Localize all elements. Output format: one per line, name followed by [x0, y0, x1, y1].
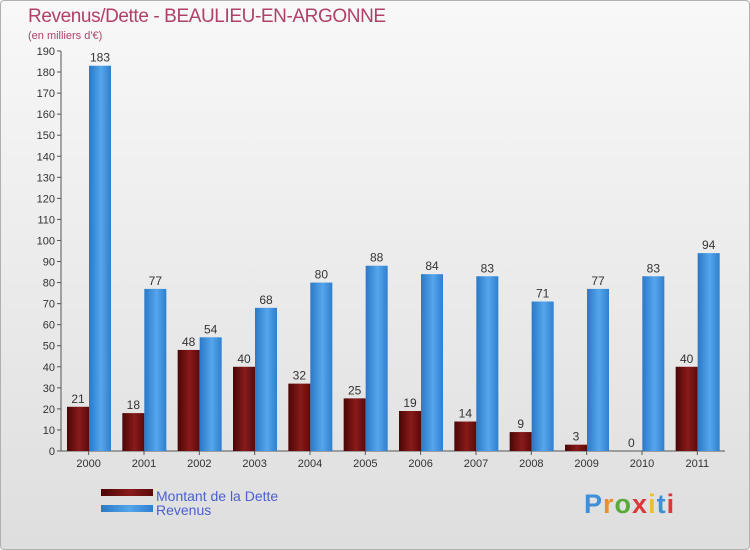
bar-debt — [67, 406, 89, 451]
bar-revenue — [697, 253, 720, 451]
y-tick-label: 20 — [43, 404, 55, 416]
data-label-debt: 9 — [517, 417, 524, 431]
bar-revenue — [199, 337, 222, 451]
data-label-revenue: 183 — [90, 51, 110, 65]
data-label-debt: 21 — [71, 392, 85, 406]
x-tick-label: 2010 — [630, 458, 654, 470]
y-tick-label: 150 — [37, 130, 55, 142]
x-tick-label: 2007 — [464, 458, 488, 470]
bar-debt — [343, 398, 366, 451]
bar-revenue — [89, 65, 111, 451]
data-label-debt: 14 — [459, 407, 473, 421]
data-label-debt: 0 — [628, 436, 635, 450]
data-label-revenue: 83 — [481, 261, 495, 275]
legend: Montant de la Dette Revenus — [101, 488, 278, 518]
bar-debt — [565, 444, 587, 451]
y-tick-label: 40 — [43, 362, 55, 374]
x-tick-label: 2006 — [408, 458, 432, 470]
data-label-debt: 19 — [403, 396, 417, 410]
proxiti-logo: Proxiti — [584, 489, 675, 520]
y-tick-label: 0 — [49, 446, 55, 458]
x-tick-label: 2009 — [574, 458, 598, 470]
axes: 0102030405060708090100110120130140150160… — [37, 46, 725, 470]
bar-revenue — [476, 276, 499, 451]
legend-swatch-debt — [101, 489, 153, 496]
logo-letter: t — [656, 489, 667, 519]
bar-debt — [509, 432, 532, 451]
y-tick-label: 140 — [37, 151, 55, 163]
logo-letter: i — [648, 489, 657, 519]
legend-label-debt: Montant de la Dette — [156, 488, 278, 504]
bar-revenue — [642, 276, 665, 451]
bar-revenue — [365, 265, 388, 451]
logo-letter: o — [614, 489, 633, 519]
logo-letter: x — [632, 489, 649, 519]
bar-revenue — [310, 282, 333, 451]
y-tick-label: 120 — [37, 193, 55, 205]
data-label-revenue: 77 — [591, 274, 605, 288]
x-tick-label: 2000 — [76, 458, 100, 470]
bar-revenue — [587, 288, 609, 451]
data-label-revenue: 83 — [647, 261, 661, 275]
x-tick-label: 2008 — [519, 458, 543, 470]
x-tick-label: 2002 — [187, 458, 211, 470]
data-label-debt: 40 — [237, 352, 251, 366]
bar-debt — [122, 413, 145, 451]
legend-swatch-revenue — [101, 505, 153, 512]
legend-label-revenue: Revenus — [156, 502, 211, 518]
chart-title: Revenus/Dette - BEAULIEU-EN-ARGONNE — [28, 6, 386, 27]
bars: 21 183 18 77 48 54 40 68 32 80 25 88 19 84 14 83 9 71 3 77 0… — [67, 51, 720, 451]
chart-subtitle: (en milliers d'€) — [28, 30, 103, 42]
logo-letter: P — [584, 489, 604, 519]
data-label-debt: 3 — [573, 430, 580, 444]
data-label-revenue: 80 — [315, 268, 329, 282]
bar-debt — [177, 349, 200, 451]
logo-letter: r — [603, 489, 615, 519]
data-label-debt: 25 — [348, 383, 362, 397]
data-label-debt: 40 — [680, 352, 694, 366]
y-tick-label: 130 — [37, 172, 55, 184]
x-tick-label: 2004 — [298, 458, 322, 470]
data-label-revenue: 88 — [370, 251, 384, 265]
data-label-revenue: 54 — [204, 322, 218, 336]
y-tick-label: 60 — [43, 320, 55, 332]
y-tick-label: 30 — [43, 383, 55, 395]
y-tick-label: 170 — [37, 88, 55, 100]
data-label-debt: 18 — [127, 398, 141, 412]
y-tick-label: 10 — [43, 425, 55, 437]
logo-letter: i — [666, 489, 676, 519]
data-label-revenue: 94 — [702, 238, 716, 252]
y-tick-label: 50 — [43, 341, 55, 353]
bar-debt — [233, 366, 255, 451]
x-tick-label: 2003 — [242, 458, 266, 470]
bar-debt — [399, 411, 421, 451]
data-label-debt: 48 — [182, 335, 196, 349]
x-tick-label: 2005 — [353, 458, 377, 470]
bar-debt — [454, 421, 477, 451]
data-label-revenue: 77 — [149, 274, 163, 288]
bar-debt — [675, 366, 698, 451]
data-label-debt: 32 — [293, 369, 307, 383]
bar-revenue — [421, 274, 443, 451]
bar-revenue — [531, 301, 554, 451]
bar-revenue — [144, 288, 167, 451]
data-label-revenue: 84 — [425, 259, 439, 273]
y-tick-label: 160 — [37, 109, 55, 121]
y-tick-label: 190 — [37, 46, 55, 58]
y-tick-label: 100 — [37, 235, 55, 247]
y-tick-label: 80 — [43, 278, 55, 290]
y-tick-label: 180 — [37, 67, 55, 79]
x-tick-label: 2011 — [686, 458, 710, 470]
y-tick-label: 90 — [43, 257, 55, 269]
bar-debt — [288, 383, 311, 451]
data-label-revenue: 71 — [536, 287, 550, 301]
bar-revenue — [255, 307, 277, 451]
x-tick-label: 2001 — [132, 458, 156, 470]
y-tick-label: 70 — [43, 299, 55, 311]
y-tick-label: 110 — [37, 214, 55, 226]
data-label-revenue: 68 — [259, 293, 273, 307]
